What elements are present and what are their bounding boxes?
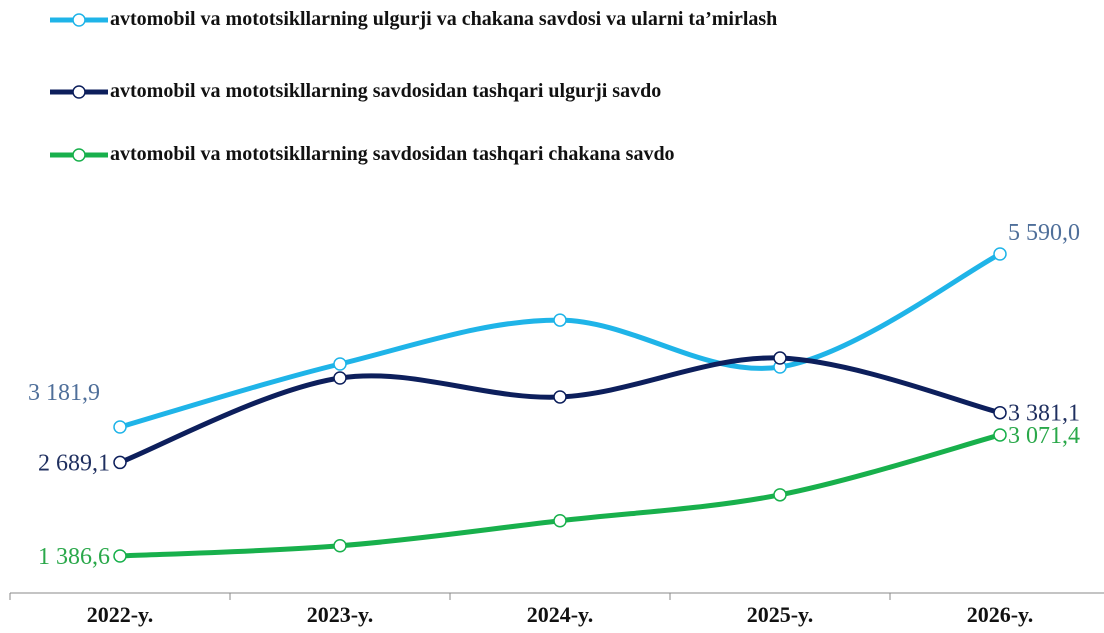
data-label: 3 071,4: [1008, 423, 1080, 449]
data-label: 1 386,6: [38, 544, 110, 570]
x-tick-label: 2023-y.: [307, 602, 374, 627]
point: [333, 539, 347, 553]
legend-label: avtomobil va mototsikllarning ulgurji va…: [110, 8, 778, 30]
data-label: 5 590,0: [1008, 220, 1080, 246]
point: [333, 357, 347, 371]
point: [773, 488, 787, 502]
series-line: [119, 355, 1001, 465]
point: [553, 514, 567, 528]
data-label: 3 181,9: [28, 380, 100, 406]
x-tick-label: 2024-y.: [527, 602, 594, 627]
point: [113, 420, 127, 434]
point: [993, 428, 1007, 442]
point: [553, 313, 567, 327]
point: [993, 405, 1007, 420]
point: [333, 371, 347, 385]
point: [773, 351, 787, 365]
point: [113, 455, 127, 470]
point: [553, 390, 567, 404]
x-tick-label: 2026-y.: [967, 602, 1034, 627]
legend-marker: [72, 85, 86, 99]
legend-label: avtomobil va mototsikllarning savdosidan…: [110, 143, 675, 165]
legend-marker: [72, 148, 86, 162]
legend-marker: [72, 13, 86, 27]
point: [993, 247, 1007, 261]
x-tick-label: 2025-y.: [747, 602, 814, 627]
legend-label: avtomobil va mototsikllarning savdosidan…: [110, 80, 662, 102]
data-label: 2 689,1: [38, 450, 110, 476]
data-label: 3 381,1: [1008, 401, 1080, 427]
x-tick-label: 2022-y.: [87, 602, 154, 627]
point: [113, 549, 127, 563]
series-line: [119, 432, 1001, 559]
